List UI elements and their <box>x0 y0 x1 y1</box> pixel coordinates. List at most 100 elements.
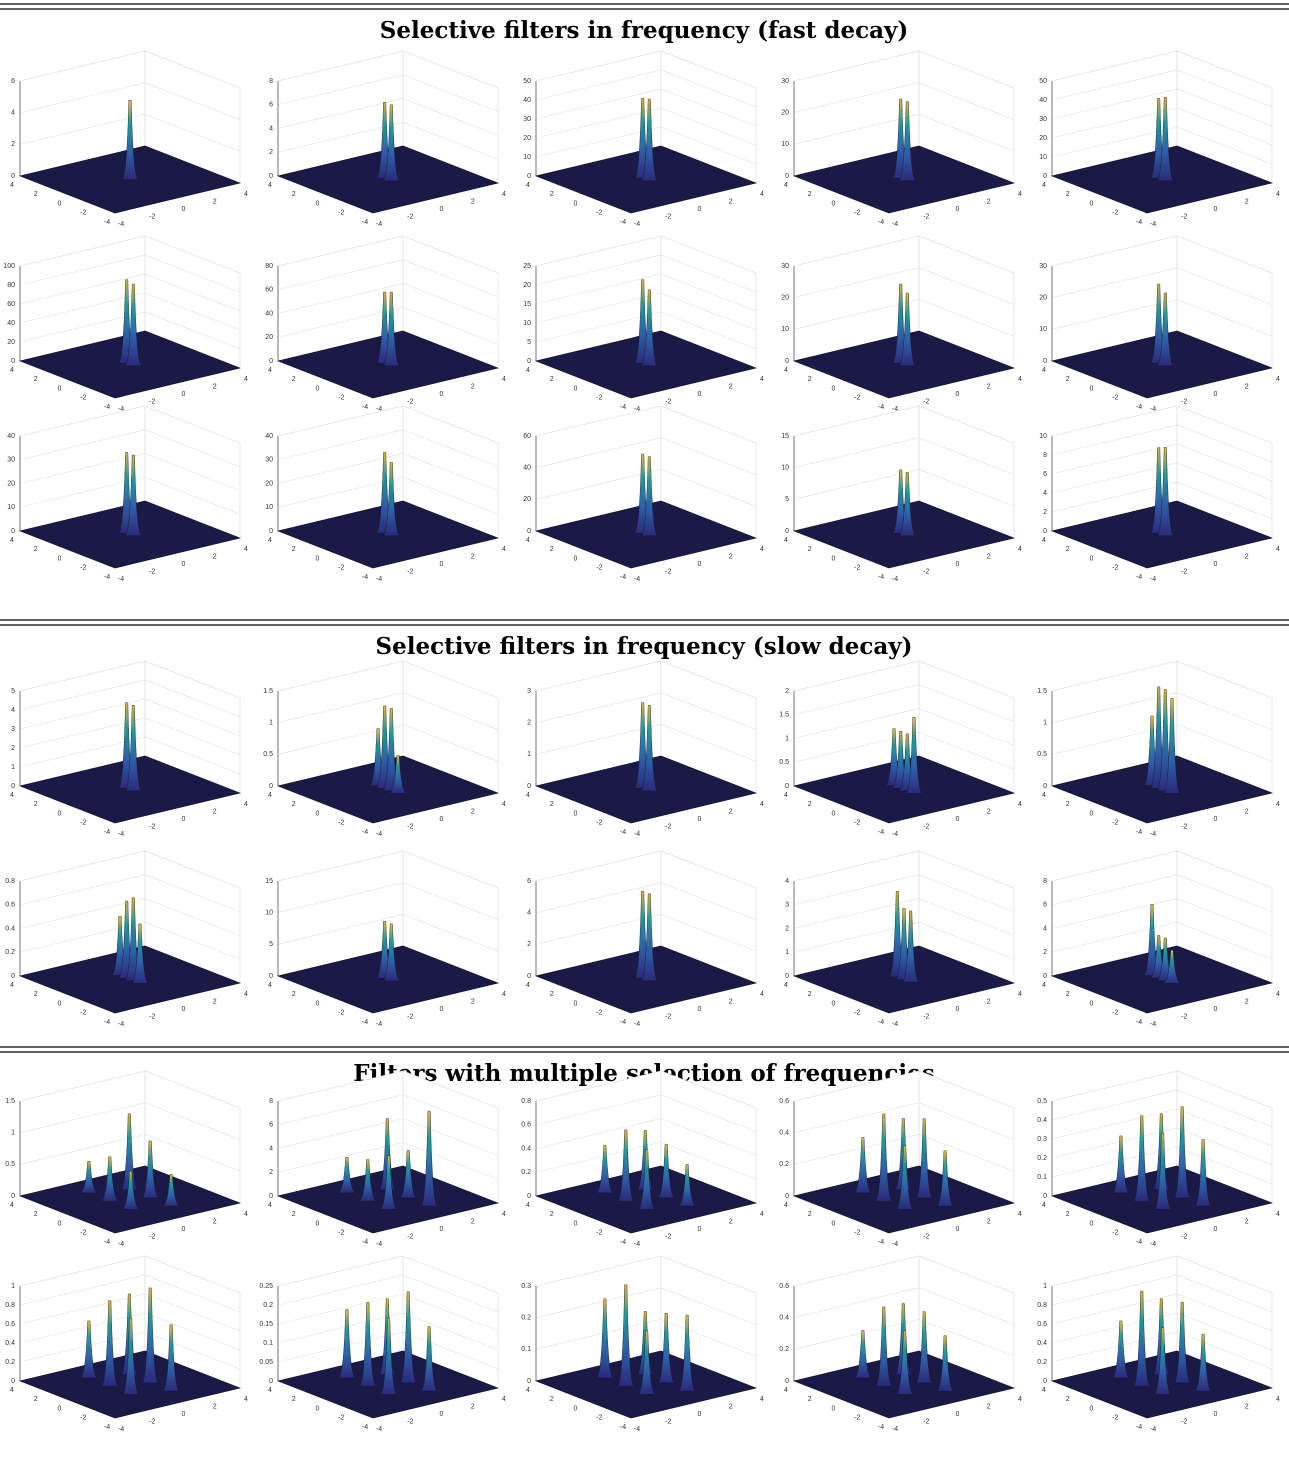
x-tick-label: -4 <box>118 576 124 583</box>
y-tick-label: -4 <box>1136 219 1142 226</box>
x-tick-label: -2 <box>1181 1233 1187 1240</box>
grid-line <box>535 1070 757 1109</box>
x-tick-label: 0 <box>956 391 960 398</box>
z-tick-label: 80 <box>7 282 15 289</box>
z-tick-label: 50 <box>1039 78 1047 85</box>
x-tick-label: 0 <box>956 1226 960 1233</box>
surface-plot: 0 2 4 6 8 -4 -4 -2 -2 0 0 2 2 4 4 <box>1042 850 1280 1028</box>
surface-plot: 0 2 4 6 8 -4 -4 -2 -2 0 0 2 2 4 4 <box>268 50 506 228</box>
y-tick-label: 2 <box>1066 376 1070 383</box>
peak <box>121 100 139 180</box>
y-tick-label: -4 <box>104 1424 110 1431</box>
z-tick-label: 4 <box>1043 925 1047 932</box>
x-tick-label: 2 <box>1245 383 1249 390</box>
grid-line <box>793 437 1015 475</box>
x-tick-label: -2 <box>665 568 671 575</box>
grid-line <box>1051 1312 1273 1351</box>
y-tick-label: 0 <box>574 1405 578 1412</box>
x-tick-label: -4 <box>376 221 382 228</box>
x-tick-label: -2 <box>407 398 413 405</box>
z-tick-label: 0 <box>785 783 789 790</box>
z-tick-label: 60 <box>523 433 531 440</box>
grid-line <box>1051 405 1273 444</box>
grid-line <box>535 235 757 274</box>
grid-line <box>19 235 241 274</box>
x-tick-label: 0 <box>440 1006 444 1013</box>
surface-plot: 0 10 20 30 40 -4 -4 -2 -2 0 0 2 2 4 4 <box>7 405 248 583</box>
x-tick-label: 0 <box>1214 1226 1218 1233</box>
y-tick-label: 4 <box>1042 792 1046 799</box>
x-tick-label: 0 <box>182 816 186 823</box>
grid-line <box>793 1319 1015 1357</box>
y-tick-label: 4 <box>10 1387 14 1394</box>
grid-line <box>19 50 241 89</box>
y-tick-label: -4 <box>104 829 110 836</box>
z-tick-label: 0.6 <box>1037 1321 1047 1328</box>
x-tick-label: 0 <box>698 1411 702 1418</box>
y-tick-label: 4 <box>526 367 530 374</box>
x-tick-label: 0 <box>182 1006 186 1013</box>
grid-line <box>535 273 757 312</box>
y-tick-label: 0 <box>832 810 836 817</box>
grid-line <box>1051 69 1273 108</box>
peak <box>854 1137 872 1194</box>
surface-plot: 0 10 20 30 40 50 -4 -4 -2 -2 0 0 2 2 4 4 <box>523 50 764 228</box>
y-tick-label: 4 <box>784 182 788 189</box>
peak <box>1154 1327 1172 1395</box>
y-tick-label: 4 <box>268 367 272 374</box>
x-tick-label: -4 <box>118 406 124 413</box>
peak <box>898 292 916 366</box>
peak <box>101 1300 119 1387</box>
grid-line <box>277 405 499 444</box>
x-tick-label: 2 <box>1245 998 1249 1005</box>
y-tick-label: 2 <box>550 546 554 553</box>
y-tick-label: -4 <box>104 219 110 226</box>
y-tick-label: 0 <box>316 555 320 562</box>
x-tick-label: 0 <box>956 561 960 568</box>
z-tick-label: 0 <box>527 973 531 980</box>
y-tick-label: -4 <box>104 404 110 411</box>
y-tick-label: -2 <box>80 395 86 402</box>
x-tick-label: 0 <box>1214 391 1218 398</box>
y-tick-label: 2 <box>1066 546 1070 553</box>
x-tick-label: 0 <box>440 1411 444 1418</box>
grid-line <box>19 1070 241 1109</box>
grid-line <box>277 1312 499 1351</box>
x-tick-label: 0 <box>956 816 960 823</box>
x-tick-label: -4 <box>376 406 382 413</box>
x-tick-label: 0 <box>698 1006 702 1013</box>
x-tick-label: 4 <box>1276 1211 1280 1218</box>
z-tick-label: 0.8 <box>1037 1302 1047 1309</box>
z-tick-label: 2 <box>527 941 531 948</box>
grid-line <box>19 679 241 718</box>
x-tick-label: 0 <box>698 391 702 398</box>
surface-plot: 0 20 40 60 80 100 -4 -4 -2 -2 0 0 2 2 4 4 <box>3 235 248 413</box>
y-tick-label: -2 <box>338 1230 344 1237</box>
z-tick-label: 3 <box>527 688 531 695</box>
y-tick-label: -2 <box>338 1010 344 1017</box>
peak <box>162 1174 180 1207</box>
x-tick-label: -2 <box>923 213 929 220</box>
x-tick-label: 0 <box>1214 206 1218 213</box>
z-tick-label: 0.5 <box>1037 751 1047 758</box>
z-tick-label: 0 <box>1043 1378 1047 1385</box>
z-tick-label: 0.1 <box>521 1346 531 1353</box>
x-tick-label: 0 <box>1214 1411 1218 1418</box>
x-tick-label: -4 <box>892 831 898 838</box>
peak <box>101 1156 119 1202</box>
grid-line <box>535 660 757 699</box>
y-tick-label: 2 <box>1066 1396 1070 1403</box>
y-tick-label: -2 <box>338 210 344 217</box>
x-tick-label: 2 <box>729 553 733 560</box>
y-tick-label: -2 <box>596 1230 602 1237</box>
x-tick-label: -2 <box>1181 568 1187 575</box>
y-tick-label: 2 <box>1066 1211 1070 1218</box>
x-tick-label: 4 <box>760 376 764 383</box>
x-tick-label: -2 <box>665 1013 671 1020</box>
surface-plot: 0 10 20 30 -4 -4 -2 -2 0 0 2 2 4 4 <box>781 235 1022 413</box>
grid-line <box>19 1134 241 1172</box>
z-tick-label: 10 <box>1039 326 1047 333</box>
z-tick-label: 0 <box>1043 1193 1047 1200</box>
grid-line <box>19 114 241 152</box>
z-tick-label: 0 <box>785 1193 789 1200</box>
